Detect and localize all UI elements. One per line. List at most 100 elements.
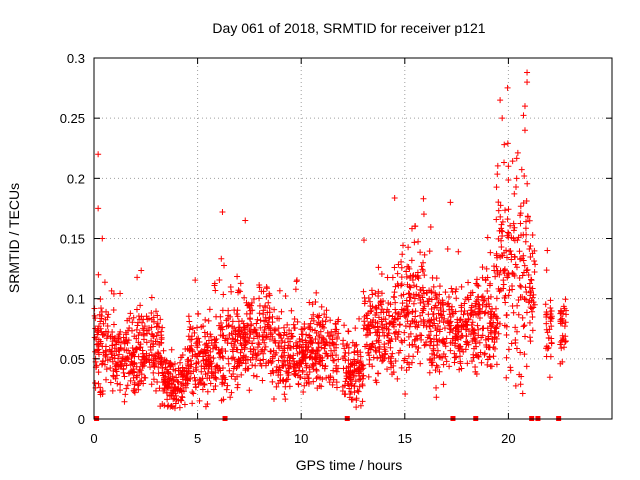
data-point: [232, 376, 239, 383]
data-point: [561, 323, 568, 330]
data-point: [319, 321, 326, 328]
data-point: [195, 335, 202, 342]
data-point: [426, 323, 433, 330]
data-point: [342, 357, 349, 364]
data-point: [205, 358, 212, 365]
data-point: [524, 69, 531, 76]
data-point: [485, 309, 492, 316]
data-point: [527, 253, 534, 260]
data-point: [335, 330, 342, 337]
data-point: [292, 365, 299, 372]
data-point: [403, 273, 410, 280]
data-point: [406, 323, 413, 330]
data-point: [503, 312, 510, 319]
data-point: [451, 350, 458, 357]
data-point: [121, 398, 128, 405]
data-point: [236, 328, 243, 335]
data-point: [499, 115, 506, 122]
data-point: [107, 333, 114, 340]
data-point: [481, 351, 488, 358]
data-point: [198, 368, 205, 375]
data-point: [120, 334, 127, 341]
data-point: [411, 295, 418, 302]
y-tick-label: 0.2: [67, 171, 85, 186]
data-point: [465, 341, 472, 348]
data-point: [451, 359, 458, 366]
data-point: [524, 213, 531, 220]
data-point: [227, 313, 234, 320]
data-point: [379, 306, 386, 313]
data-point: [224, 339, 231, 346]
data-point: [395, 331, 402, 338]
data-point: [124, 340, 131, 347]
data-point: [381, 344, 388, 351]
data-point: [501, 141, 508, 148]
data-point: [246, 387, 253, 394]
data-point: [322, 318, 329, 325]
data-point: [420, 259, 427, 266]
data-point: [173, 374, 180, 381]
data-point: [218, 255, 225, 262]
data-point: [346, 374, 353, 381]
data-point: [309, 355, 316, 362]
data-point: [563, 307, 570, 314]
chart-title: Day 061 of 2018, SRMTID for receiver p12…: [212, 20, 485, 36]
data-point: [97, 318, 104, 325]
data-point: [387, 338, 394, 345]
data-point: [507, 222, 514, 229]
data-point: [228, 389, 235, 396]
data-point: [301, 375, 308, 382]
data-point: [421, 342, 428, 349]
data-point: [512, 324, 519, 331]
data-point: [547, 304, 554, 311]
data-point: [356, 383, 363, 390]
data-point: [436, 291, 443, 298]
data-point: [282, 293, 289, 300]
data-point: [162, 359, 169, 366]
data-point: [172, 367, 179, 374]
data-point: [522, 296, 529, 303]
data-point: [150, 340, 157, 347]
data-point: [91, 312, 98, 319]
data-point: [249, 362, 256, 369]
data-point: [279, 362, 286, 369]
data-point: [342, 349, 349, 356]
data-point: [186, 318, 193, 325]
data-point: [185, 365, 192, 372]
data-point: [104, 314, 111, 321]
data-point: [300, 389, 307, 396]
data-point: [523, 289, 530, 296]
data-point: [512, 339, 519, 346]
data-point: [408, 359, 415, 366]
data-point: [398, 306, 405, 313]
data-point: [562, 333, 569, 340]
data-point: [193, 340, 200, 347]
data-point: [482, 277, 489, 284]
data-point: [510, 220, 517, 227]
data-point: [210, 386, 217, 393]
data-point: [270, 347, 277, 354]
data-point: [387, 344, 394, 351]
data-point: [117, 339, 124, 346]
data-point: [359, 382, 366, 389]
data-point: [375, 346, 382, 353]
data-point: [476, 339, 483, 346]
data-point: [514, 149, 521, 156]
data-point: [436, 283, 443, 290]
data-point: [192, 381, 199, 388]
data-point: [495, 330, 502, 337]
data-point: [101, 279, 108, 286]
data-point: [548, 315, 555, 322]
data-point: [290, 343, 297, 350]
data-point: [427, 335, 434, 342]
data-point: [259, 377, 266, 384]
data-point: [181, 401, 188, 408]
data-point: [223, 386, 230, 393]
data-point: [129, 369, 136, 376]
data-point: [501, 159, 508, 166]
data-point: [406, 341, 413, 348]
data-point: [457, 353, 464, 360]
data-point: [457, 358, 464, 365]
data-point: [444, 245, 451, 252]
data-point: [418, 263, 425, 270]
